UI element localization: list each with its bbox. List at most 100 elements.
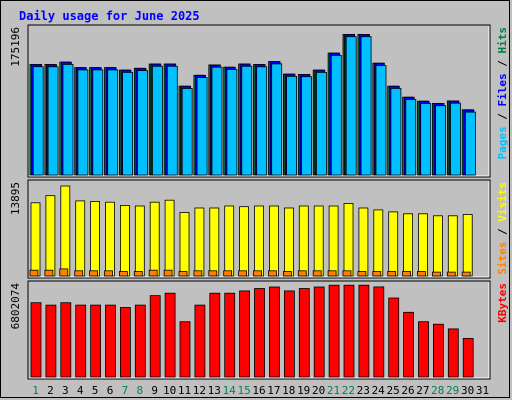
kbytes-bar-kbytes-26 (403, 311, 415, 378)
visits-bar-sites-19 (297, 270, 307, 277)
kbytes-bar-kbytes-27 (418, 321, 429, 378)
x-tick-label-20: 20 (312, 384, 325, 397)
hits-bar-pages-3 (62, 64, 74, 176)
visits-bar-sites-5 (89, 270, 98, 277)
visits-bar-sites-17 (268, 270, 277, 277)
x-tick-label-26: 26 (401, 384, 414, 397)
kbytes-bar-kbytes-14 (224, 292, 236, 378)
chart-panels: 175196 Pages / Files / Hits 13895 Sites / V… (9, 24, 509, 380)
x-tick-label-15: 15 (237, 384, 250, 397)
visits-bar-visits-11 (179, 212, 190, 277)
x-tick-label-16: 16 (252, 384, 265, 397)
visits-bar-visits-9 (149, 201, 160, 277)
x-axis-labels: 1 2 3 4 5 6 7 8 9 10 11 12 13 14 15 16 17 18 19 20 21 22 23 24 2… (32, 384, 489, 397)
x-tick-label-22: 22 (342, 384, 355, 397)
visits-bar-visits-16 (254, 205, 264, 277)
hits-bar-pages-8 (137, 70, 148, 176)
visits-bar-visits-13 (209, 207, 220, 277)
hits-bar-pages-18 (286, 76, 298, 176)
visits-bar-sites-3 (59, 268, 69, 277)
x-tick-label-3: 3 (62, 384, 69, 397)
visits-bar-sites-16 (253, 270, 262, 277)
hits-bar-pages-10 (166, 65, 178, 176)
visits-bar-visits-29 (447, 215, 458, 277)
visits-bar-visits-27 (418, 213, 428, 277)
hits-bar-pages-23 (360, 36, 372, 176)
hits-bar-pages-11 (181, 88, 193, 176)
x-tick-label-14: 14 (223, 384, 237, 397)
visits-bar-sites-15 (238, 270, 248, 277)
bars-kbytes (30, 284, 474, 378)
kbytes-bar-kbytes-15 (239, 290, 251, 378)
x-tick-label-21: 21 (327, 384, 340, 397)
x-tick-label-6: 6 (107, 384, 114, 397)
visits-bar-visits-15 (239, 206, 250, 277)
visits-bar-sites-7 (119, 271, 128, 277)
visits-bar-visits-28 (432, 215, 443, 277)
visits-bar-visits-24 (373, 209, 384, 277)
hits-bar-pages-25 (390, 88, 402, 176)
x-tick-label-1: 1 (32, 384, 39, 397)
x-tick-label-29: 29 (446, 384, 459, 397)
bars-hits (29, 34, 476, 176)
kbytes-bar-kbytes-19 (298, 288, 310, 378)
x-tick-label-11: 11 (178, 384, 191, 397)
kbytes-bar-kbytes-12 (194, 304, 206, 378)
visits-bar-visits-20 (313, 205, 324, 277)
kbytes-bar-kbytes-18 (283, 290, 295, 378)
visits-bar-sites-23 (357, 271, 367, 277)
kbytes-bar-kbytes-29 (447, 328, 459, 378)
x-tick-label-7: 7 (122, 384, 129, 397)
x-tick-label-17: 17 (267, 384, 280, 397)
visits-bar-sites-26 (402, 271, 412, 277)
kbytes-bar-kbytes-17 (269, 286, 280, 378)
visits-bar-visits-22 (343, 203, 354, 277)
kbytes-bar-kbytes-16 (254, 288, 265, 378)
hits-bar-pages-13 (211, 66, 223, 176)
kbytes-bar-kbytes-24 (373, 286, 385, 378)
kbytes-bar-kbytes-6 (105, 304, 116, 378)
hits-bar-pages-28 (435, 105, 447, 176)
series-label-part: Visits (496, 182, 509, 222)
kbytes-bar-kbytes-13 (209, 292, 221, 378)
visits-bar-sites-18 (282, 271, 292, 277)
series-label-part: / (496, 107, 509, 127)
hits-bar-pages-16 (256, 66, 268, 176)
hits-bar-pages-29 (450, 102, 461, 176)
hits-bar-pages-4 (77, 69, 89, 176)
hits-bar-pages-6 (107, 69, 119, 176)
visits-bar-visits-6 (105, 201, 115, 277)
hits-bar-pages-19 (301, 76, 312, 176)
visits-bar-sites-25 (387, 271, 397, 277)
visits-bar-visits-19 (298, 205, 309, 277)
kbytes-bar-kbytes-25 (388, 297, 400, 378)
x-tick-label-10: 10 (163, 384, 176, 397)
series-label-part: / (496, 222, 509, 242)
visits-bar-sites-27 (417, 271, 426, 277)
visits-bar-visits-10 (164, 199, 175, 277)
hits-bar-pages-1 (32, 66, 44, 176)
hits-bar-pages-26 (405, 99, 417, 176)
visits-bar-visits-23 (358, 207, 369, 277)
visits-bar-visits-14 (224, 205, 235, 277)
hits-bar-pages-15 (241, 65, 253, 176)
x-tick-label-25: 25 (386, 384, 399, 397)
kbytes-bar-kbytes-22 (343, 284, 355, 378)
visits-bar-visits-8 (134, 205, 145, 277)
x-tick-label-30: 30 (461, 384, 474, 397)
visits-bar-sites-8 (133, 271, 143, 277)
visits-bar-sites-20 (312, 270, 322, 277)
series-label-part: / (496, 54, 509, 74)
y-max-label: 13895 (9, 182, 22, 215)
kbytes-bar-kbytes-21 (328, 284, 340, 378)
x-tick-label-24: 24 (372, 384, 386, 397)
x-tick-label-13: 13 (208, 384, 221, 397)
kbytes-bar-kbytes-8 (134, 304, 146, 378)
panel-kbytes: 6802074 KBytes (9, 280, 509, 380)
bars-visits (29, 185, 473, 277)
hits-bar-pages-24 (375, 65, 387, 176)
chart-title: Daily usage for June 2025 (19, 9, 200, 23)
visits-bar-sites-1 (29, 269, 39, 277)
x-tick-label-9: 9 (151, 384, 158, 397)
